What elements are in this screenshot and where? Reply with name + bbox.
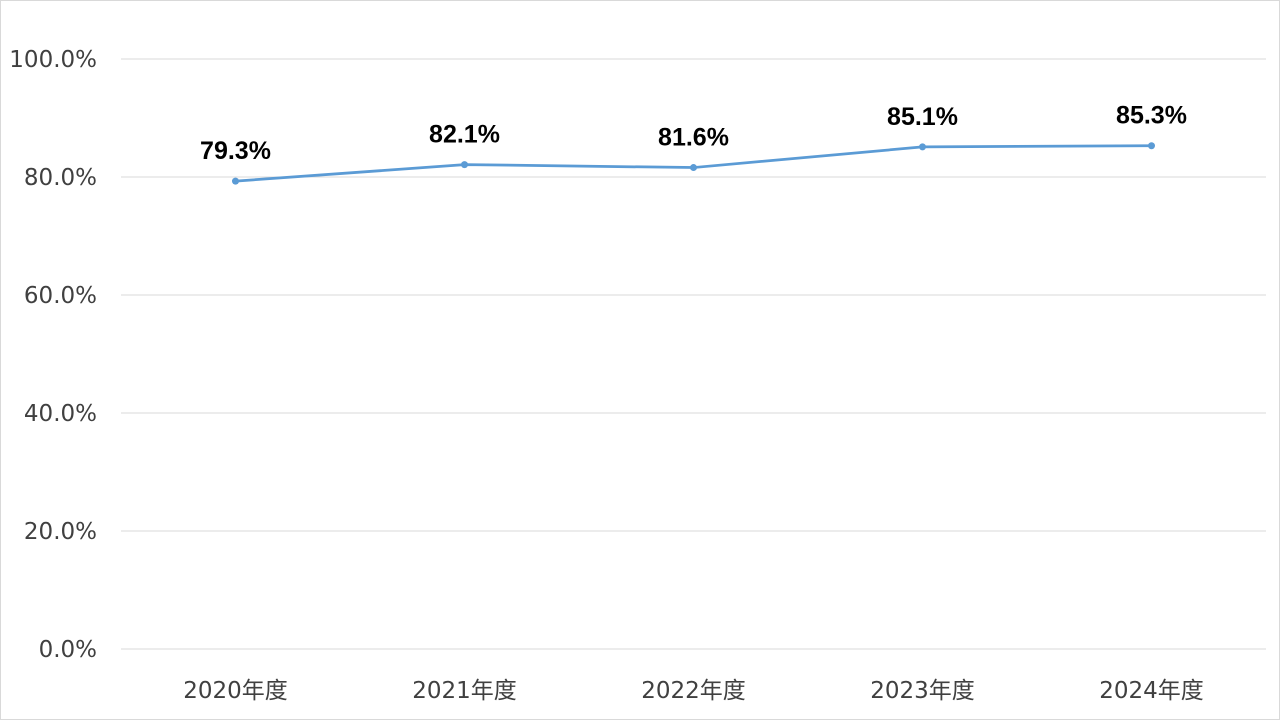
data-label: 79.3% bbox=[200, 137, 271, 165]
y-tick-label: 0.0% bbox=[39, 637, 97, 663]
y-tick-label: 40.0% bbox=[24, 401, 97, 427]
x-tick-label: 2021年度 bbox=[412, 678, 517, 704]
data-labels: 79.3% 82.1% 81.6% 85.1% 85.3% bbox=[200, 102, 1187, 165]
data-point bbox=[1148, 142, 1155, 150]
y-tick-label: 80.0% bbox=[24, 165, 97, 191]
y-tick-label: 20.0% bbox=[24, 519, 97, 545]
x-tick-label: 2024年度 bbox=[1099, 678, 1204, 704]
y-axis-tick-labels: 0.0% 20.0% 40.0% 60.0% 80.0% 100.0% bbox=[9, 47, 97, 663]
y-tick-label: 100.0% bbox=[9, 47, 97, 73]
data-label: 82.1% bbox=[429, 121, 500, 149]
series-layer bbox=[232, 142, 1155, 185]
data-label: 85.3% bbox=[1116, 102, 1187, 130]
y-tick-label: 60.0% bbox=[24, 283, 97, 309]
x-axis-tick-labels: 2020年度 2021年度 2022年度 2023年度 2024年度 bbox=[183, 678, 1204, 704]
data-point bbox=[461, 161, 468, 169]
data-point bbox=[919, 143, 926, 151]
x-tick-label: 2020年度 bbox=[183, 678, 288, 704]
x-tick-label: 2022年度 bbox=[641, 678, 746, 704]
data-label: 85.1% bbox=[887, 103, 958, 131]
data-point bbox=[232, 177, 239, 185]
x-tick-label: 2023年度 bbox=[870, 678, 975, 704]
data-point bbox=[690, 164, 697, 172]
data-label: 81.6% bbox=[658, 124, 729, 152]
